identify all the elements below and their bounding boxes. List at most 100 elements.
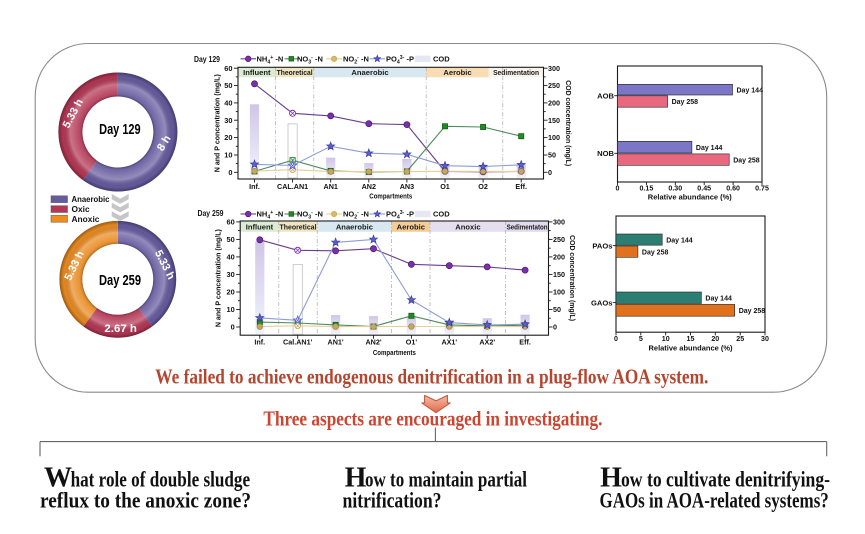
svg-text:200: 200 (548, 99, 560, 108)
svg-text:30: 30 (761, 335, 769, 343)
svg-text:NH4+ -N: NH4+ -N (257, 55, 284, 66)
svg-text:30: 30 (224, 116, 232, 125)
svg-text:COD: COD (433, 55, 450, 64)
svg-text:Anaerobic: Anaerobic (351, 68, 388, 77)
svg-text:0.75: 0.75 (755, 185, 769, 193)
svg-text:25: 25 (736, 335, 744, 343)
svg-text:40: 40 (226, 253, 234, 262)
svg-text:O1: O1 (440, 182, 450, 191)
svg-text:GAOs in AOA-related systems?: GAOs in AOA-related systems? (600, 488, 829, 513)
svg-text:Day 259: Day 259 (198, 209, 224, 218)
svg-text:PO43- -P: PO43- -P (386, 210, 414, 221)
svg-text:AN1: AN1 (324, 182, 338, 191)
svg-text:300: 300 (553, 218, 565, 227)
svg-text:Compartments: Compartments (373, 348, 416, 357)
svg-text:0: 0 (231, 323, 235, 332)
svg-text:AN1': AN1' (328, 338, 344, 347)
svg-text:hat role of double sludge: hat role of double sludge (71, 467, 251, 492)
svg-text:Influent: Influent (243, 68, 271, 77)
svg-text:AX1': AX1' (441, 338, 457, 347)
svg-text:Day 144: Day 144 (737, 87, 764, 94)
svg-text:10: 10 (662, 335, 670, 343)
svg-text:0: 0 (228, 168, 232, 177)
svg-text:N and P concentration (mg/L): N and P concentration (mg/L) (213, 74, 222, 172)
svg-text:GAOs: GAOs (591, 298, 613, 307)
svg-text:AX2': AX2' (479, 338, 495, 347)
svg-text:0.60: 0.60 (726, 185, 740, 193)
svg-text:Day 129: Day 129 (99, 122, 141, 138)
svg-text:NO2- -N: NO2- -N (343, 55, 369, 66)
svg-text:100: 100 (553, 288, 565, 297)
svg-text:20: 20 (224, 133, 232, 142)
svg-text:Day 144: Day 144 (666, 237, 693, 244)
svg-text:100: 100 (548, 133, 560, 142)
svg-text:200: 200 (553, 253, 565, 262)
svg-text:PO43- -P: PO43- -P (386, 55, 414, 66)
svg-text:20: 20 (226, 288, 234, 297)
svg-text:60: 60 (226, 218, 234, 227)
svg-text:H: H (345, 463, 367, 494)
svg-text:COD: COD (433, 210, 450, 219)
svg-text:10: 10 (224, 151, 232, 160)
svg-text:5: 5 (639, 335, 643, 343)
svg-text:250: 250 (553, 235, 565, 244)
svg-text:Compartments: Compartments (369, 191, 412, 200)
svg-text:Theoretical: Theoretical (277, 68, 313, 77)
svg-text:ow to cultivate denitrifying-: ow to cultivate denitrifying- (621, 467, 830, 492)
svg-text:Anaerobic: Anaerobic (72, 194, 110, 204)
svg-text:ow to maintain partial: ow to maintain partial (365, 467, 527, 492)
svg-text:AN2': AN2' (365, 338, 381, 347)
svg-text:2.67 h: 2.67 h (104, 323, 137, 335)
svg-text:NO3- -N: NO3- -N (297, 210, 323, 221)
svg-text:Anoxic: Anoxic (455, 223, 480, 232)
svg-text:NH4+ -N: NH4+ -N (257, 210, 284, 221)
svg-text:NO2- -N: NO2- -N (343, 210, 369, 221)
svg-text:Anoxic: Anoxic (72, 214, 100, 224)
svg-text:CAL.AN1: CAL.AN1 (277, 182, 308, 191)
svg-text:50: 50 (553, 305, 561, 314)
svg-text:nitrification?: nitrification? (343, 488, 442, 513)
svg-text:0: 0 (548, 168, 552, 177)
svg-text:20: 20 (711, 335, 719, 343)
svg-text:AN3: AN3 (400, 182, 414, 191)
svg-text:Eff.: Eff. (519, 338, 531, 347)
svg-text:0: 0 (616, 185, 620, 193)
svg-text:reflux to the anoxic zone?: reflux to the anoxic zone? (40, 488, 251, 513)
svg-text:0: 0 (553, 323, 557, 332)
svg-text:250: 250 (548, 81, 560, 90)
svg-text:50: 50 (548, 151, 556, 160)
svg-text:Three aspects are encouraged i: Three aspects are encouraged in investig… (263, 407, 602, 431)
svg-text:N and P concentration (mg/L): N and P concentration (mg/L) (214, 229, 223, 327)
svg-text:Day 258: Day 258 (642, 249, 669, 256)
svg-text:15: 15 (687, 335, 695, 343)
svg-text:H: H (600, 463, 622, 494)
svg-text:O2: O2 (478, 182, 488, 191)
svg-text:0.45: 0.45 (697, 185, 711, 193)
svg-text:NOB: NOB (597, 149, 614, 158)
svg-text:We failed to achieve endogenou: We failed to achieve endogenous denitrif… (155, 365, 708, 389)
svg-text:COD concentration (mg/L): COD concentration (mg/L) (568, 235, 577, 321)
svg-text:Anaerobic: Anaerobic (336, 223, 373, 232)
svg-text:Relative abundance (%): Relative abundance (%) (649, 344, 733, 353)
svg-text:COD concentration (mg/L): COD concentration (mg/L) (564, 80, 573, 166)
svg-text:50: 50 (224, 81, 232, 90)
svg-text:O1': O1' (406, 338, 418, 347)
svg-text:Day 144: Day 144 (696, 145, 723, 152)
svg-text:40: 40 (224, 99, 232, 108)
svg-text:Theoretical: Theoretical (280, 223, 317, 232)
svg-text:50: 50 (226, 235, 234, 244)
svg-text:Inf.: Inf. (249, 182, 260, 191)
svg-text:10: 10 (226, 305, 234, 314)
svg-text:W: W (44, 463, 72, 494)
svg-text:Day 258: Day 258 (733, 157, 760, 164)
svg-text:Influent: Influent (246, 223, 274, 232)
svg-text:0.30: 0.30 (668, 185, 682, 193)
svg-text:Sedimentation: Sedimentation (493, 68, 539, 77)
svg-text:Sedimentaton: Sedimentaton (507, 223, 548, 232)
svg-text:0.15: 0.15 (639, 185, 653, 193)
svg-text:Relative abundance (%): Relative abundance (%) (648, 193, 732, 202)
svg-text:AOB: AOB (597, 91, 614, 100)
svg-text:Inf.: Inf. (254, 338, 265, 347)
svg-text:Aerobic: Aerobic (443, 68, 471, 77)
svg-text:0: 0 (614, 335, 618, 343)
